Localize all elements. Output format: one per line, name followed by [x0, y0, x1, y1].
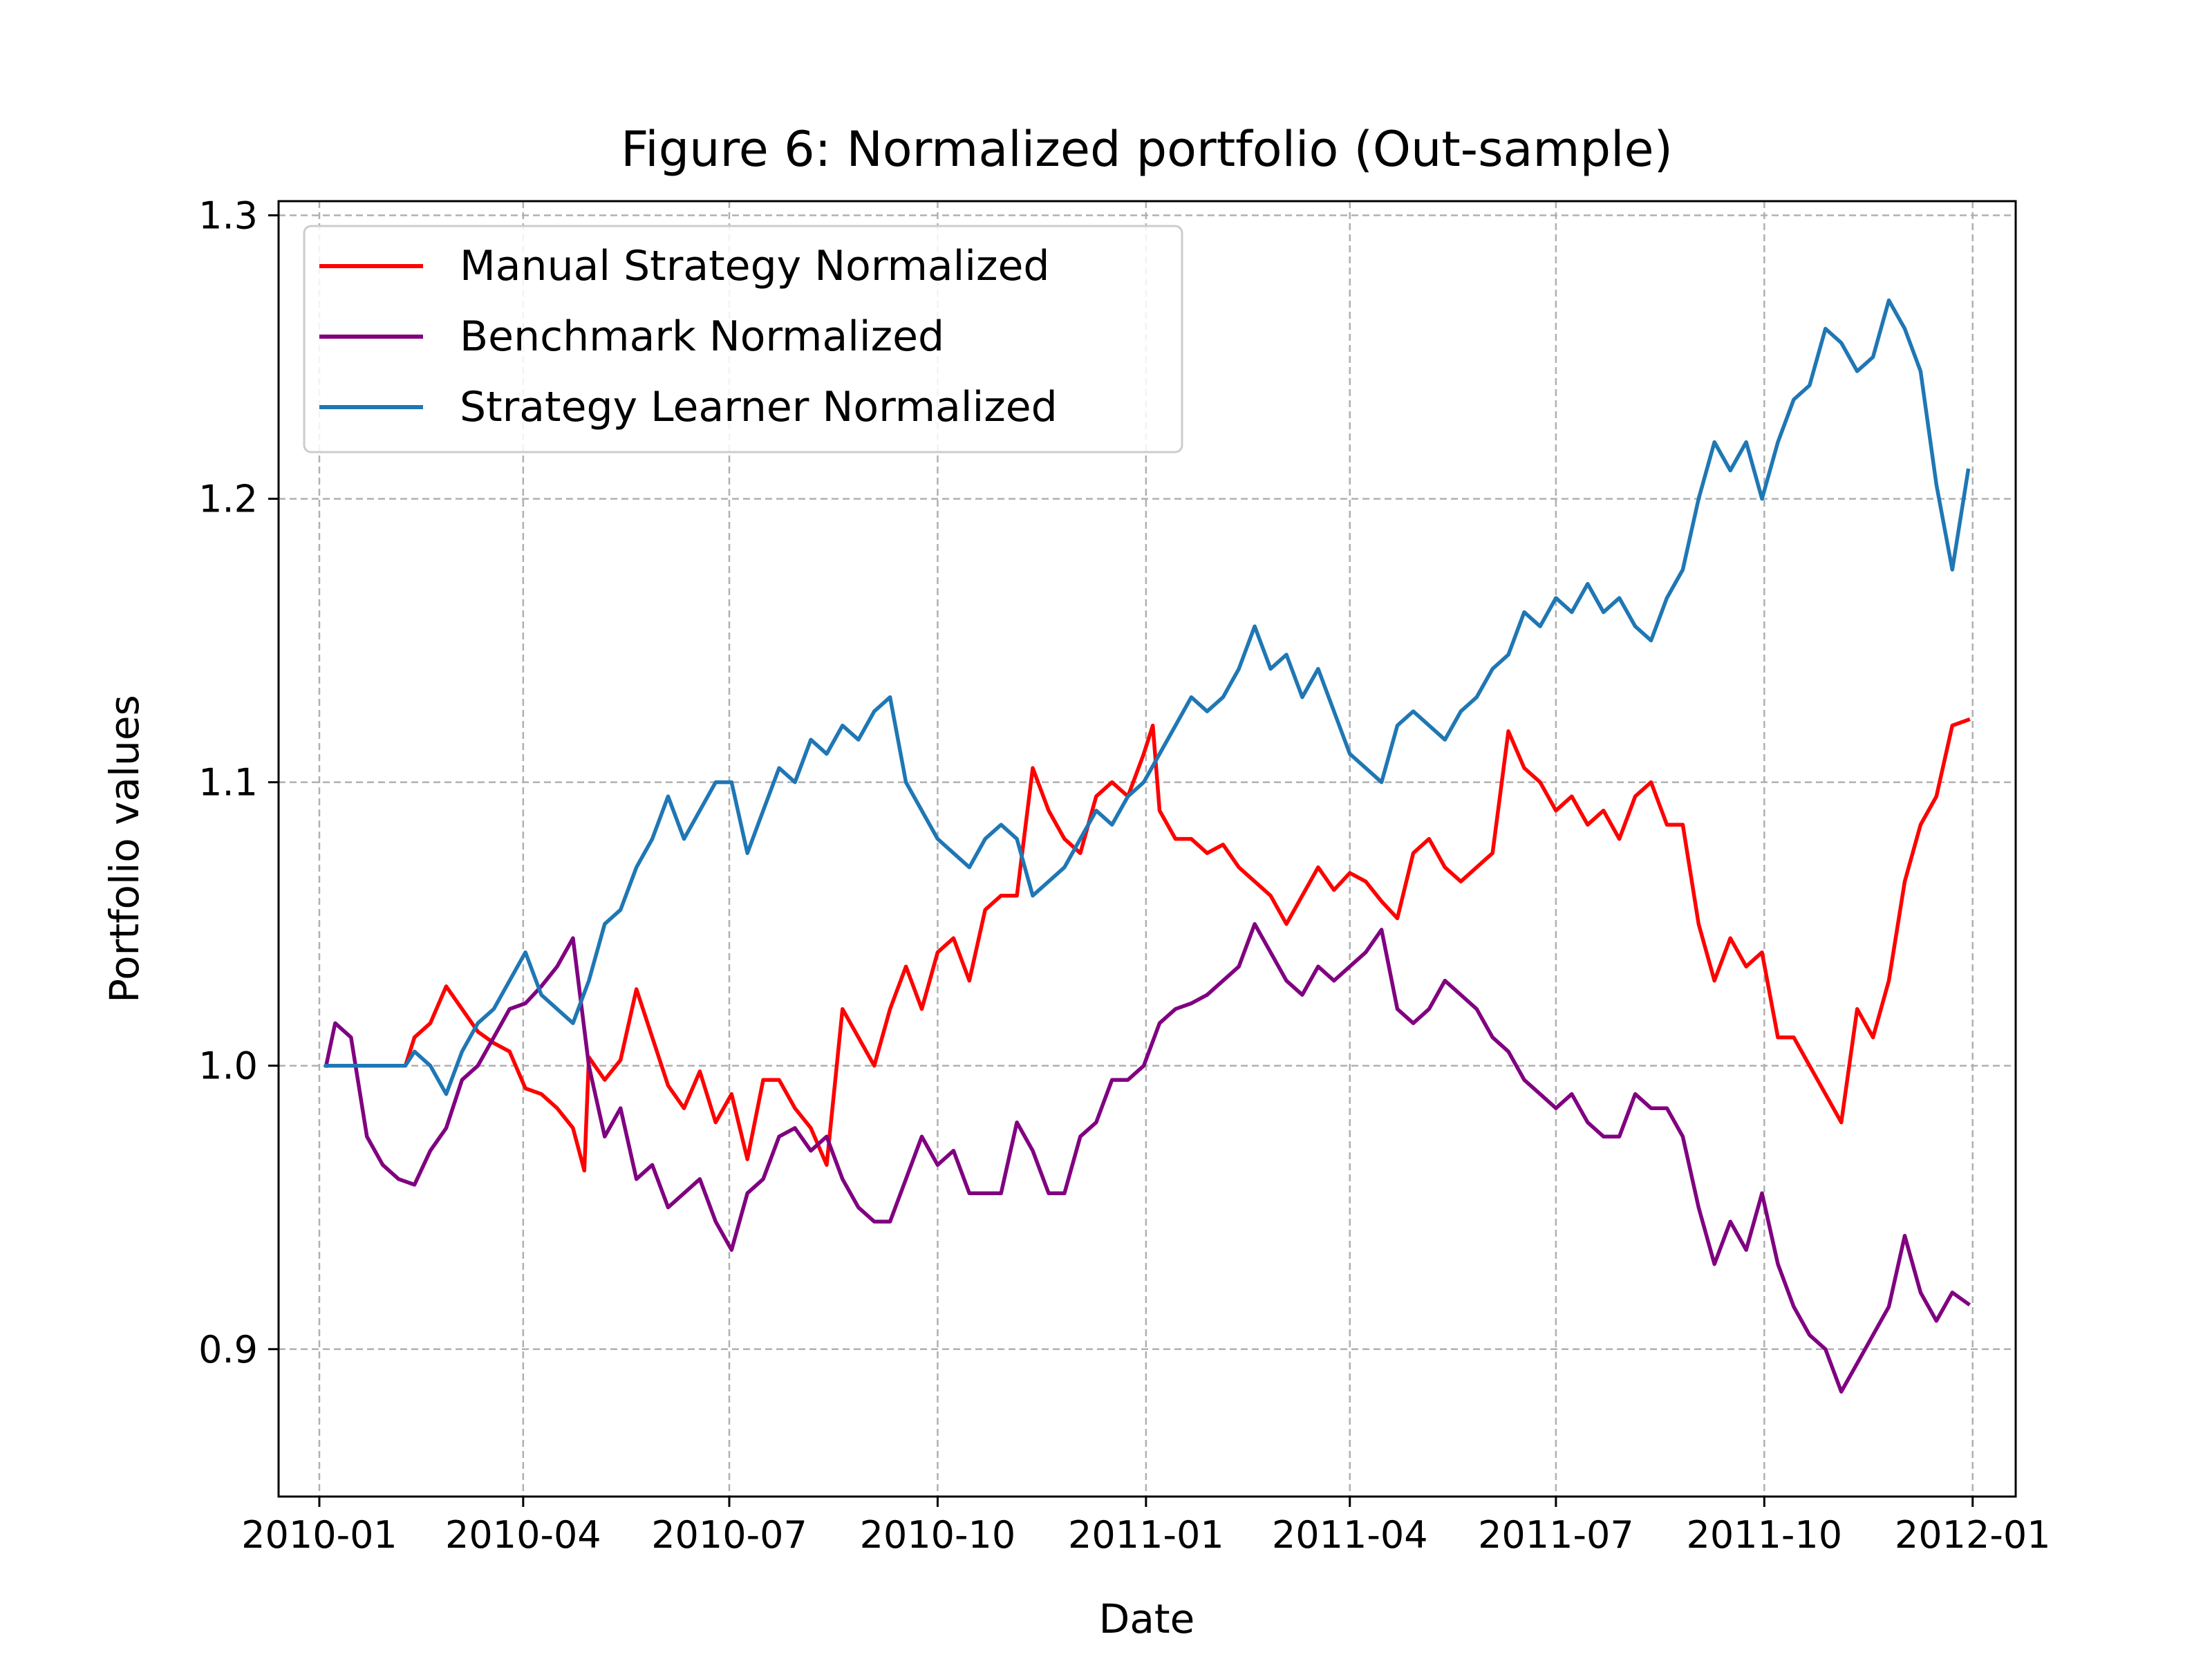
x-tick-label: 2011-07 [1478, 1513, 1634, 1557]
y-tick-label: 1.3 [198, 194, 258, 238]
series-line-2 [324, 298, 1971, 1096]
axis-ticks: 2010-01 2010-04 2010-07 2010-10 2011-01 2011-… [198, 194, 2050, 1557]
legend: Manual Strategy Normalized Benchmark Norm… [303, 225, 1183, 453]
legend-entries: Manual Strategy Normalized Benchmark Norm… [319, 242, 1058, 431]
series-lines [324, 298, 1971, 1394]
x-tick-label: 2011-01 [1068, 1513, 1224, 1557]
legend-label: Strategy Learner Normalized [460, 383, 1058, 431]
x-tick-label: 2012-01 [1895, 1513, 2051, 1557]
y-tick-label: 0.9 [198, 1328, 258, 1371]
chart-title: Figure 6: Normalized portfolio (Out-samp… [621, 121, 1673, 178]
y-tick-label: 1.0 [198, 1044, 258, 1088]
x-tick-label: 2010-10 [860, 1513, 1016, 1557]
x-tick-label: 2011-04 [1272, 1513, 1428, 1557]
legend-label: Benchmark Normalized [460, 312, 944, 361]
plot-frame [277, 200, 2017, 1498]
y-tick-label: 1.1 [198, 761, 258, 805]
series-line-1 [324, 921, 1971, 1394]
x-tick-label: 2010-07 [651, 1513, 807, 1557]
series-line-0 [324, 717, 1971, 1173]
x-tick-label: 2011-10 [1687, 1513, 1843, 1557]
y-axis-label: Portfolio values [101, 695, 148, 1003]
y-tick-label: 1.2 [198, 478, 258, 521]
x-tick-label: 2010-04 [445, 1513, 601, 1557]
x-axis-label: Date [1099, 1595, 1195, 1642]
legend-box [303, 225, 1183, 453]
legend-label: Manual Strategy Normalized [460, 242, 1050, 290]
x-tick-label: 2010-01 [241, 1513, 397, 1557]
